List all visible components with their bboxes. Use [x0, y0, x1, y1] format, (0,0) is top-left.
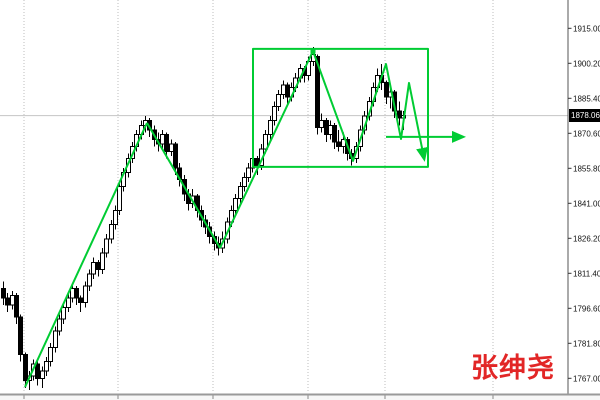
consolidation-rectangle: [252, 47, 429, 168]
uptrend-1: [24, 122, 148, 388]
trend-annotations[interactable]: [24, 47, 466, 388]
price-tick-label: 1767.00: [573, 374, 600, 383]
price-axis[interactable]: 1915.00 1900.20 1885.40 1870.60 1855.80 1841.…: [567, 0, 600, 394]
price-tick-label: 1870.60: [573, 129, 600, 138]
uptrend-2-with-projection: [219, 50, 428, 249]
price-tick-label: 1796.60: [573, 304, 600, 313]
downtrend-1: [146, 122, 221, 249]
watermark-signature: 张绅尧: [471, 353, 555, 384]
trendline-anchor-marker: [310, 48, 316, 54]
gridlines: [23, 0, 494, 393]
price-tick-label: 1826.20: [573, 234, 600, 243]
price-tick-label: 1841.00: [573, 199, 600, 208]
price-tick-label: 1915.00: [573, 24, 600, 33]
price-tick-label: 1781.80: [573, 339, 600, 348]
price-tick-label: 1855.80: [573, 164, 600, 173]
price-tick-label: 1885.40: [573, 94, 600, 103]
current-price-tag: 1878.06: [569, 109, 600, 122]
price-tick-label: 1811.40: [573, 269, 600, 278]
price-tick-label: 1900.20: [573, 59, 600, 68]
time-axis[interactable]: [0, 393, 600, 400]
